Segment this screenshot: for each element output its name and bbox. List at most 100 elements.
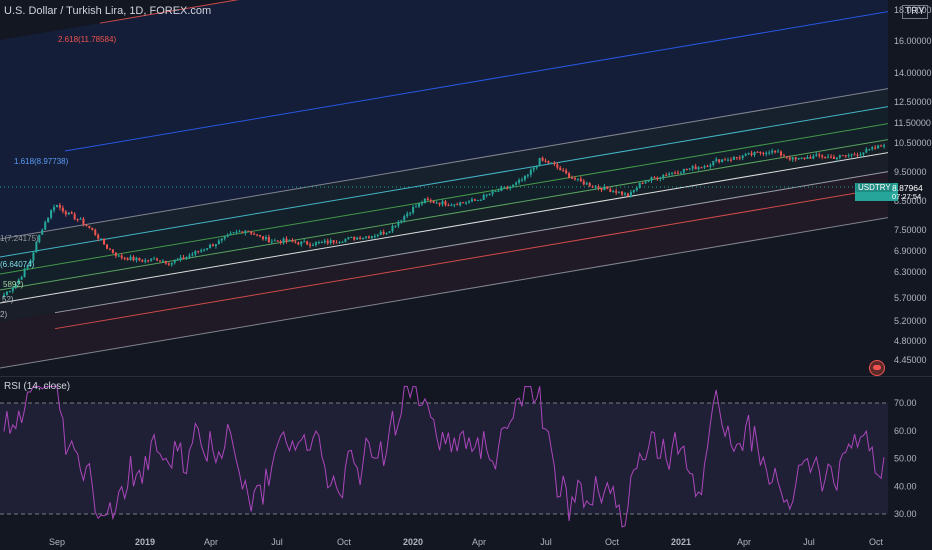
candle-body — [579, 178, 582, 182]
candle-body — [279, 241, 282, 243]
candle-body — [726, 159, 730, 161]
candle-body — [800, 157, 803, 159]
candle-body — [356, 237, 359, 240]
candle-body — [856, 154, 859, 156]
candle-body — [105, 244, 109, 249]
fib-zone-fill — [0, 106, 888, 275]
candle-body — [29, 260, 32, 266]
candle-body — [267, 237, 270, 243]
fib-level-line — [0, 217, 888, 369]
price-tick-label: 6.30000 — [894, 267, 927, 277]
candle-body — [309, 244, 312, 246]
fib-zone-fill — [0, 171, 888, 338]
candle-body — [635, 187, 638, 191]
candle-body — [144, 260, 147, 262]
candle-body — [270, 241, 273, 243]
candle-body — [20, 276, 23, 280]
candle-body — [26, 265, 29, 269]
candle-body — [126, 258, 129, 260]
candle-body — [379, 231, 382, 235]
price-pane[interactable] — [0, 0, 888, 369]
rsi-line — [3, 385, 885, 528]
candle-body — [367, 236, 370, 238]
candle-body — [473, 199, 476, 201]
fib-level-line — [0, 106, 888, 258]
candle-body — [821, 155, 824, 157]
candle-body — [303, 241, 306, 243]
candle-body — [482, 195, 485, 200]
candle-body — [791, 157, 794, 160]
candle-body — [5, 291, 8, 295]
price-badge-countdown: 07:27:54 — [892, 192, 922, 201]
price-tick-label: 6.90000 — [894, 246, 927, 256]
candle-body — [203, 249, 206, 251]
candle-body — [650, 177, 653, 181]
candle-body — [397, 221, 400, 226]
fib-level-line — [54, 171, 888, 314]
candle-body — [341, 241, 344, 243]
fib-zone-fill — [0, 88, 888, 258]
price-tick-label: 18.00000 — [894, 5, 932, 15]
candle-body — [629, 192, 632, 197]
candle-body — [394, 225, 397, 227]
candle-body — [709, 164, 712, 167]
candle-body — [288, 239, 291, 242]
candle-body — [694, 166, 697, 170]
alert-icon[interactable] — [869, 360, 885, 376]
candle-body — [403, 216, 406, 221]
candle-body — [535, 165, 538, 168]
candle-body — [653, 177, 656, 179]
candle-body — [264, 237, 267, 240]
candle-body — [164, 260, 167, 264]
candle-body — [61, 207, 64, 212]
price-tick-label: 16.00000 — [894, 36, 932, 46]
candle-body — [470, 199, 473, 202]
candle-body — [453, 204, 456, 206]
candle-body — [835, 157, 838, 159]
fib-label-1: 1(7.24175) — [0, 234, 39, 243]
candle-body — [385, 232, 388, 234]
fib-fills — [0, 0, 888, 368]
candle-body — [370, 236, 373, 238]
candle-body — [659, 177, 662, 179]
candle-body — [188, 255, 191, 258]
candle-body — [55, 205, 59, 208]
rsi-pane[interactable] — [0, 385, 888, 528]
candle-body — [621, 191, 624, 195]
candle-body — [400, 220, 403, 222]
time-tick-label: 2021 — [671, 537, 691, 547]
candle-body — [827, 156, 830, 158]
candle-body — [179, 257, 182, 260]
time-axis[interactable]: Sep 2019 Apr Jul Oct 2020 Apr Jul Oct 2021 Apr Jul O… — [49, 537, 884, 547]
candle-body — [11, 287, 14, 291]
candle-body — [211, 244, 214, 247]
candle-body — [359, 237, 362, 240]
price-tick-label: 5.70000 — [894, 293, 927, 303]
price-axis[interactable]: 18.00000 16.00000 14.00000 12.50000 11.50000… — [894, 5, 932, 365]
symbol-title: U.S. Dollar / Turkish Lira, 1D, FOREX.co… — [4, 5, 212, 17]
candle-body — [135, 257, 138, 261]
candle-body — [744, 153, 747, 156]
candle-body — [526, 174, 529, 176]
candle-body — [788, 157, 791, 160]
candle-body — [167, 263, 170, 265]
rsi-title[interactable]: RSI (14, close) — [4, 381, 71, 392]
candle-body — [73, 213, 76, 220]
candle-body — [467, 201, 471, 203]
candle-body — [547, 161, 550, 164]
candle-body — [538, 157, 541, 166]
candle-body — [541, 157, 544, 161]
currency-label[interactable]: TRY — [902, 5, 928, 19]
candle-body — [312, 244, 315, 246]
price-tick-label: 4.80000 — [894, 336, 927, 346]
price-tick-label: 11.50000 — [894, 118, 931, 128]
candle-body — [450, 205, 453, 207]
rsi-axis[interactable]: 70.00 60.00 50.00 40.00 30.00 — [894, 398, 917, 519]
candle-body — [762, 153, 765, 155]
candle-body — [562, 170, 565, 172]
candle-body — [632, 190, 635, 193]
candle-body — [638, 182, 641, 188]
candle-body — [868, 149, 871, 151]
candle-body — [806, 156, 809, 159]
